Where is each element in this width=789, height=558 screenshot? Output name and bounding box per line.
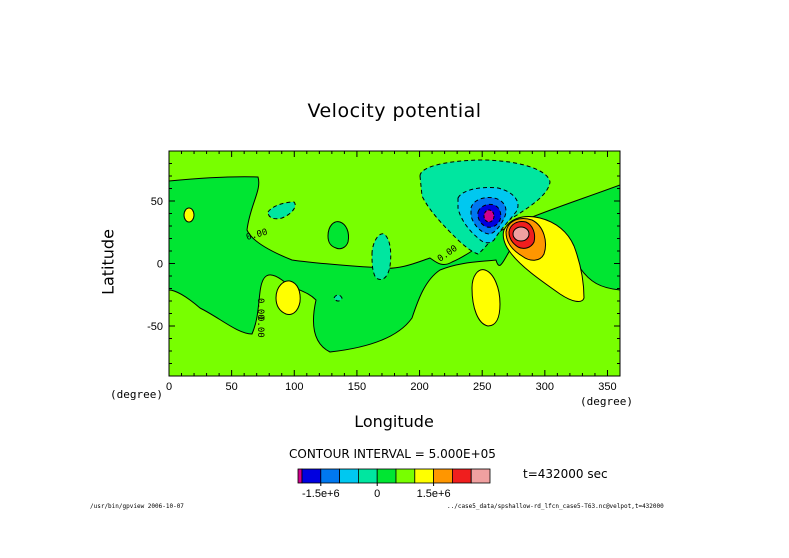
colorbar-tick-label: 1.5e+6 <box>417 488 451 500</box>
colorbar-swatch <box>357 468 378 484</box>
colorbar-tick-label: 0 <box>374 488 380 500</box>
plot-title: Velocity potential <box>307 100 482 122</box>
colorbar-swatch <box>297 468 303 484</box>
colorbar-swatch <box>433 468 453 484</box>
x-tick-label: 100 <box>285 381 303 393</box>
x-tick-label: 0 <box>166 381 172 393</box>
field-yellow-blob-3 <box>471 269 501 327</box>
contour-value-label: 0.00 <box>255 298 265 320</box>
field-cyan-blob-3 <box>333 294 343 302</box>
colorbar-swatch <box>301 468 322 484</box>
x-tick-label: 350 <box>598 381 616 393</box>
colorbar-swatch <box>320 468 340 484</box>
colorbar-swatch <box>395 468 416 484</box>
footer-program-date: /usr/bin/gpview 2006-10-07 <box>90 503 184 510</box>
y-axis-unit: (degree) <box>110 388 163 401</box>
field-minimum-core <box>483 209 495 223</box>
x-tick-label: 250 <box>473 381 491 393</box>
x-axis-label: Longitude <box>354 412 434 431</box>
colorbar: -1.5e+6 0 1.5e+6 <box>297 468 491 500</box>
y-tick-label: 0 <box>157 259 163 271</box>
colorbar-swatch <box>451 468 472 484</box>
y-tick-label: -50 <box>147 321 163 333</box>
field-cyan-blob-1 <box>267 201 296 220</box>
footer-data-source: ../case5_data/spshallow-rd_lfcn_case5-T6… <box>447 503 664 510</box>
y-axis-label: Latitude <box>98 229 118 295</box>
colorbar-tick-label: -1.5e+6 <box>302 488 340 500</box>
field-cyan-blob-2 <box>371 233 392 280</box>
field-yellow-blob-2 <box>275 280 301 315</box>
field-green-blob-1 <box>327 221 349 250</box>
colorbar-swatch <box>376 468 397 484</box>
x-axis-unit: (degree) <box>580 395 633 408</box>
x-tick-label: 50 <box>226 381 238 393</box>
colorbar-swatch <box>414 468 434 484</box>
field-yellow-blob-1 <box>183 207 195 223</box>
x-tick-label: 150 <box>348 381 366 393</box>
contour-interval-label: CONTOUR INTERVAL = 5.000E+05 <box>289 447 496 461</box>
field-maximum-core <box>512 226 530 242</box>
x-tick-label: 300 <box>536 381 554 393</box>
colorbar-swatch <box>470 468 491 484</box>
contour-value-label: 0.00 <box>255 316 265 338</box>
colorbar-swatch <box>339 468 359 484</box>
y-tick-label: 50 <box>151 196 163 208</box>
x-tick-label: 200 <box>410 381 428 393</box>
time-label: t=432000 sec <box>523 467 608 481</box>
